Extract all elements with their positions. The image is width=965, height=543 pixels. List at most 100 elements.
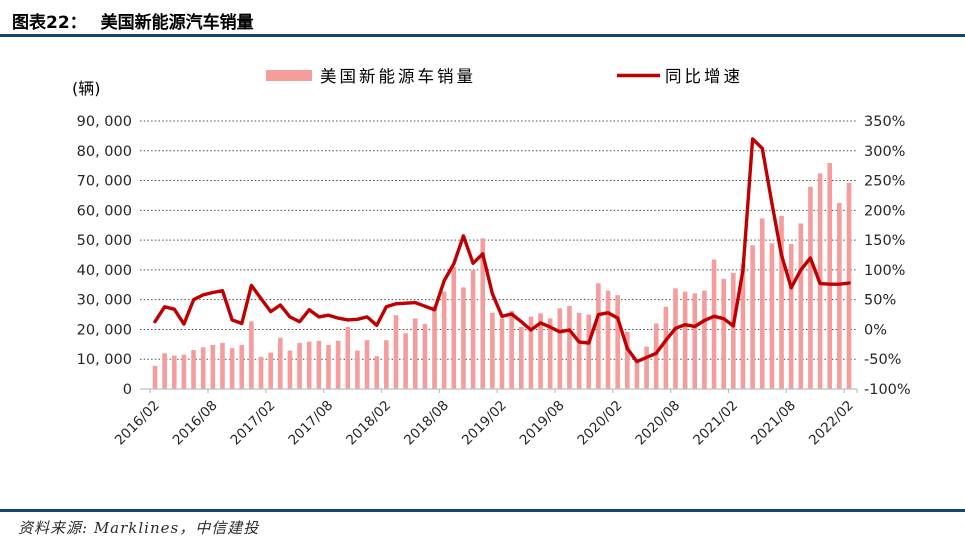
sales-bar [432,305,437,389]
sales-bar [769,243,775,389]
sales-bar [625,331,630,389]
x-tick-label: 2021/08 [748,398,799,449]
sales-bar [528,316,534,389]
sales-bar [644,346,649,389]
sales-bar [200,347,206,389]
sales-bar [499,318,505,389]
y-left-tick-label: 20, 000 [77,322,132,338]
yoy-growth-line [153,137,851,364]
x-tick-label: 2018/02 [343,398,394,449]
x-tick-label: 2021/02 [690,398,741,449]
sales-bar [538,313,543,389]
sales-bar [297,342,302,389]
sales-bar [384,340,389,389]
sales-bar [326,344,331,389]
y-left-tick-label: 70, 000 [77,174,132,190]
sales-bar [798,223,804,389]
sales-bar [605,290,611,389]
x-tick-label: 2018/08 [401,398,452,449]
y-right-tick-label: 100% [864,263,905,279]
sales-bar [759,218,765,389]
sales-bar [490,312,495,389]
y-left-tick-label: 60, 000 [77,203,132,219]
sales-bar [692,293,698,389]
sales-bar [663,306,669,389]
x-tick-label: 2019/02 [459,398,510,449]
sales-bar [721,278,726,389]
y-right-tick-label: -100% [864,382,911,398]
sales-bar [470,270,476,389]
figure-title: 美国新能源汽车销量 [100,13,254,33]
sales-bar [355,350,360,389]
y-right-tick-label: 0% [864,322,887,338]
x-tick-label: 2016/08 [170,398,221,449]
sales-bar [451,266,457,389]
legend-bar-swatch [266,70,312,81]
x-tick-label: 2022/02 [806,398,857,449]
axes-group: 0 -100% 10, 000 -50% 20, 000 0% 30, 000 50% 40, … [77,114,911,448]
sales-bar [518,326,524,389]
x-tick-label: 2020/08 [632,398,683,449]
sales-bar [547,318,553,389]
sales-bar [171,355,177,389]
source-note: 资料来源: Marklines，中信建投 [18,519,260,537]
sales-bar [653,323,659,389]
x-tick-label: 2017/02 [228,398,279,449]
sales-bar [181,354,187,389]
x-tick-label: 2017/08 [285,398,336,449]
x-tick-label: 2016/02 [112,398,163,449]
y-left-tick-label: 0 [123,382,132,398]
sales-bar [210,344,216,389]
y-right-tick-label: 150% [864,233,905,249]
sales-bar [846,182,852,389]
sales-bar [682,291,688,389]
sales-bar [220,342,225,389]
sales-bar [374,356,379,389]
sales-bar [509,310,514,389]
sales-bar [731,272,736,389]
sales-bar [152,365,158,389]
figure-header: 图表22： 美国新能源汽车销量 [12,8,254,33]
sales-bar [596,283,601,389]
footer-divider [0,509,965,512]
y-right-tick-label: 200% [864,203,905,219]
chart-svg: 美国新能源车销量 同比增速 (辆) 0 -100% 10, 000 -50% 20, 0… [72,67,911,448]
y-left-tick-label: 90, 000 [77,114,132,130]
sales-bar [278,337,283,389]
sales-bar [441,291,447,389]
sales-bar [422,324,428,389]
sales-bar [287,350,293,389]
sales-bar [480,238,486,389]
sales-bar [412,318,418,389]
sales-bar [249,321,254,389]
sales-bar [345,326,351,389]
sales-bar [750,245,755,389]
line-group [153,137,851,364]
y-left-tick-label: 30, 000 [77,293,132,309]
chart-legend: 美国新能源车销量 同比增速 [266,67,740,86]
sales-bar [258,356,264,389]
sales-bar [827,162,833,389]
sales-bar [740,263,746,389]
sales-bar [615,295,620,389]
bars-group [152,162,852,389]
x-tick-label: 2020/02 [575,398,626,449]
gridlines-group [140,120,857,360]
header-divider [0,34,965,37]
sales-bar [239,344,245,389]
sales-bar [403,333,408,389]
sales-bar [702,290,707,389]
y-left-tick-label: 80, 000 [77,144,132,160]
sales-bar [779,215,784,389]
sales-bar [229,348,235,389]
sales-bar [586,314,592,389]
y-right-tick-label: 350% [864,114,905,130]
sales-bar [306,341,312,389]
sales-bar [268,352,273,389]
sales-bar [837,202,842,389]
sales-bar [316,340,322,389]
sales-bar [557,308,563,389]
sales-bar [162,353,167,389]
sales-bar [364,340,370,389]
